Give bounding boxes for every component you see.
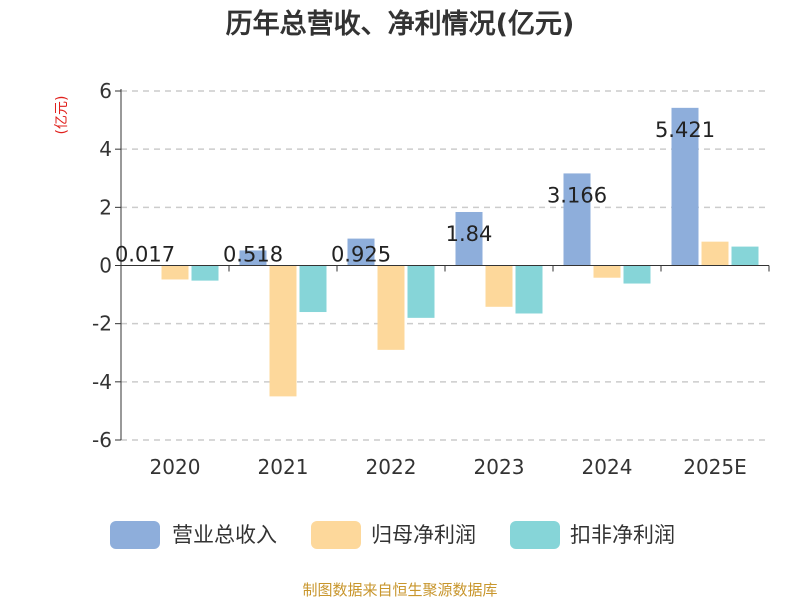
bar-扣非净利润-2021 (299, 265, 327, 313)
bar-归母净利润-2022 (377, 265, 405, 350)
bar-归母净利润-2020 (161, 265, 189, 280)
data-label: 0.017 (115, 243, 175, 267)
y-tick-label: 4 (99, 137, 112, 161)
y-tick-label: 6 (99, 79, 112, 103)
bar-归母净利润-2023 (485, 265, 513, 307)
source-note: 制图数据来自恒生聚源数据库 (302, 581, 497, 599)
y-tick-label: 0 (99, 254, 112, 278)
y-tick-label: -2 (92, 312, 112, 336)
y-tick-label: 2 (99, 195, 112, 219)
legend-label: 扣非净利润 (570, 523, 675, 547)
legend-label: 营业总收入 (172, 523, 277, 547)
grid-lines (121, 90, 769, 441)
legend: 营业总收入 归母净利润 扣非净利润 (110, 521, 675, 549)
bar-扣非净利润-2024 (623, 265, 651, 284)
y-axis-unit-label: (亿元) (54, 96, 70, 135)
bar-扣非净利润-2020 (191, 265, 219, 281)
data-label: 1.84 (446, 222, 493, 246)
x-tick-label: 2023 (474, 455, 525, 479)
bar-营业总收入-2021 (239, 250, 267, 266)
legend-swatch (311, 521, 361, 549)
bar-扣非净利润-2022 (407, 265, 435, 318)
x-tick-label: 2021 (258, 455, 309, 479)
legend-label: 归母净利润 (371, 523, 476, 547)
bar-扣非净利润-2025E (731, 246, 759, 266)
bar-扣非净利润-2023 (515, 265, 543, 314)
data-labels: 0.017 0.518 0.925 1.84 3.166 5.421 (115, 118, 715, 267)
data-label: 0.925 (331, 243, 391, 267)
bar-营业总收入-2022 (347, 238, 375, 266)
x-tick-label: 2020 (150, 455, 201, 479)
data-label: 3.166 (547, 183, 607, 207)
x-tick-label: 2025E (683, 455, 747, 479)
bar-归母净利润-2025E (701, 241, 729, 266)
x-tick-label: 2022 (366, 455, 417, 479)
bar-营业总收入-2024 (563, 173, 591, 266)
data-label: 0.518 (223, 243, 283, 267)
data-label: 5.421 (655, 118, 715, 142)
bar-营业总收入-2025E (671, 107, 699, 266)
bar-营业总收入-2023 (455, 211, 483, 266)
x-axis-ticks: 2020 2021 2022 2023 2024 2025E (120, 265, 770, 479)
legend-swatch (510, 521, 560, 549)
y-tick-label: -4 (92, 370, 112, 394)
y-tick-label: -6 (92, 428, 112, 452)
bar-归母净利润-2021 (269, 265, 297, 397)
y-axis-ticks: 6 4 2 0 -2 -4 -6 (92, 79, 121, 452)
chart-title: 历年总营收、净利情况(亿元) (226, 8, 575, 40)
legend-swatch (110, 521, 160, 549)
bar-归母净利润-2024 (593, 265, 621, 278)
x-tick-label: 2024 (582, 455, 633, 479)
